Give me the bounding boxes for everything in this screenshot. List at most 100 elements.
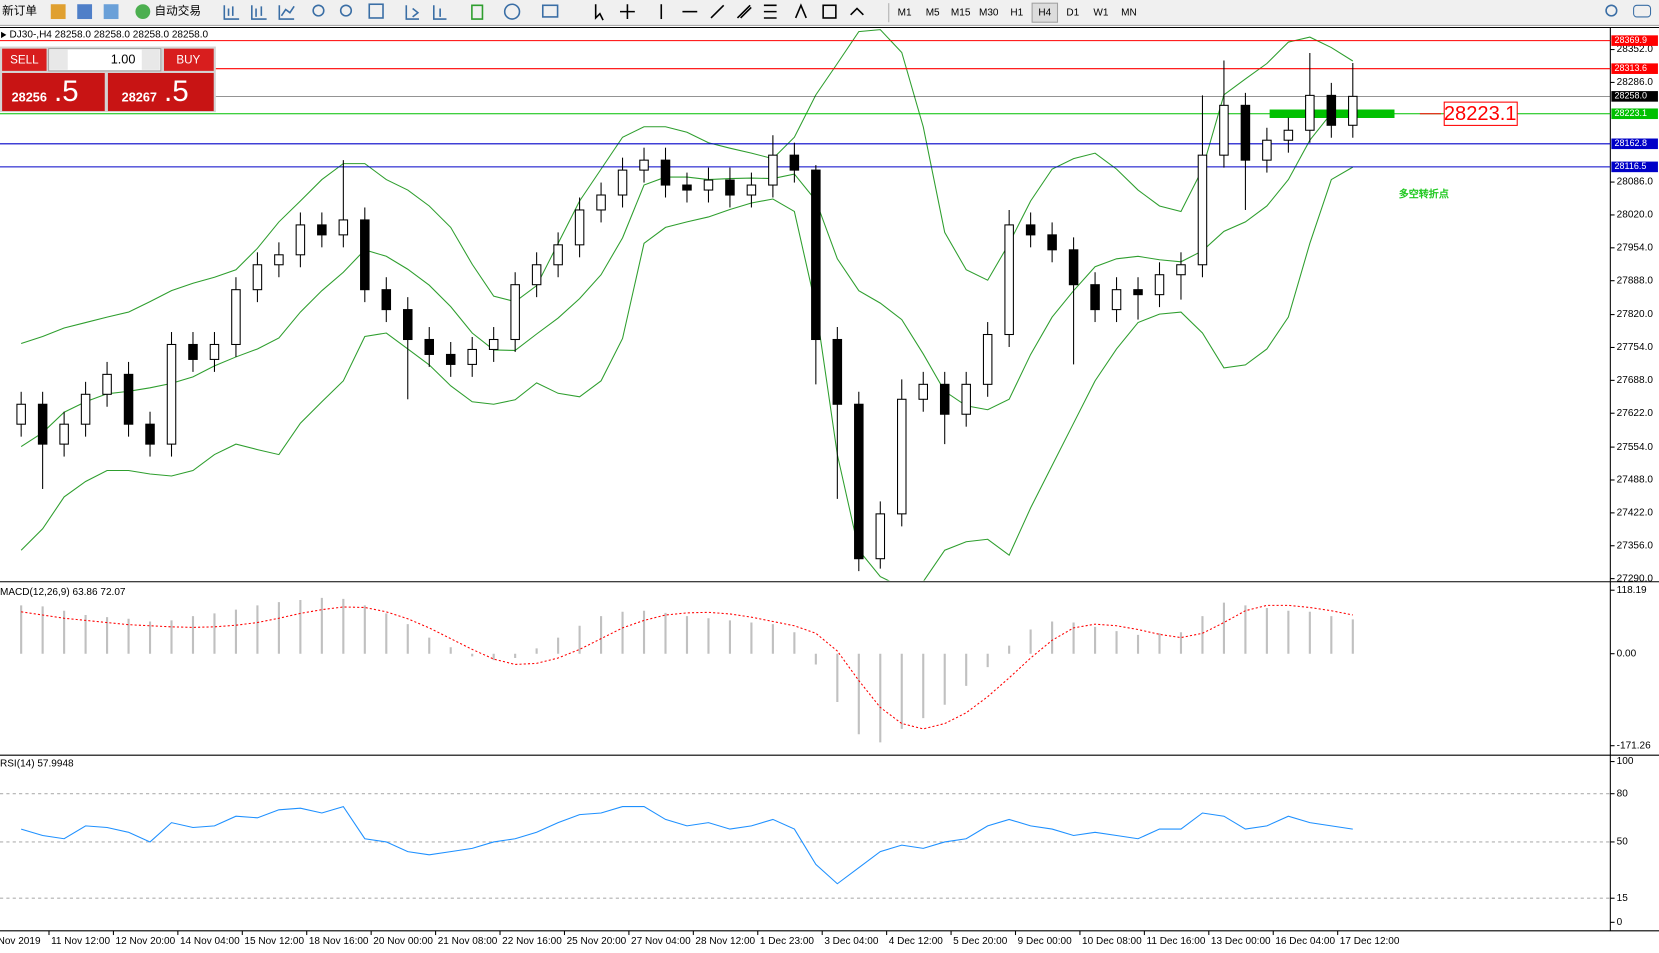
candle-body xyxy=(1240,104,1251,161)
candle-body xyxy=(381,289,392,311)
toolbar-icon[interactable] xyxy=(50,4,66,20)
x-tick-label: 1 Dec 23:00 xyxy=(760,936,815,947)
candle-body xyxy=(209,343,220,360)
sell-price-tail[interactable]: .5 xyxy=(54,75,79,108)
timeframe-button[interactable]: D1 xyxy=(1066,7,1079,18)
shift[interactable] xyxy=(433,5,447,20)
chart-title: DJ30-,H4 28258.0 28258.0 28258.0 28258.0 xyxy=(10,30,209,41)
candle-body xyxy=(1047,234,1057,251)
buy-label[interactable]: BUY xyxy=(176,53,200,66)
candle-body xyxy=(1154,274,1165,296)
price-level-label: 28116.5 xyxy=(1615,161,1647,171)
sell-button[interactable] xyxy=(2,48,47,71)
y-tick-label: 80 xyxy=(1617,788,1629,799)
x-tick-label: 9 Dec 00:00 xyxy=(1018,936,1073,947)
buy-price[interactable]: 28267 xyxy=(122,91,157,105)
cursor-tool[interactable] xyxy=(594,4,604,21)
sell-price-box[interactable] xyxy=(2,72,105,112)
trendline-tool[interactable] xyxy=(710,4,725,19)
sell-price[interactable]: 28256 xyxy=(12,91,47,105)
buy-price-tail[interactable]: .5 xyxy=(164,75,189,108)
candle-body xyxy=(37,403,48,445)
candle-body xyxy=(918,383,929,400)
candle-body xyxy=(360,219,370,291)
volume-up[interactable] xyxy=(141,49,160,70)
candle-body xyxy=(1197,154,1208,266)
candle-body xyxy=(274,254,284,266)
candle-body xyxy=(102,373,112,395)
timeframe-button[interactable]: W1 xyxy=(1093,7,1108,18)
new-order-button[interactable]: 新订单 xyxy=(2,4,37,18)
buy-price-box[interactable] xyxy=(107,72,214,112)
auto-trading-icon[interactable] xyxy=(135,4,151,20)
line-tool[interactable] xyxy=(278,5,295,20)
search-icon[interactable] xyxy=(1605,4,1618,17)
zoom-in[interactable] xyxy=(312,4,325,17)
candle-body xyxy=(424,338,435,355)
candle-body xyxy=(574,209,585,246)
templates[interactable] xyxy=(541,4,559,18)
candle-body xyxy=(166,343,177,445)
candle-body xyxy=(1111,289,1122,311)
chart-menu-icon[interactable] xyxy=(1,31,7,39)
price-level-tag xyxy=(1611,161,1658,173)
candle-body xyxy=(639,159,649,171)
candle-body xyxy=(403,309,413,341)
timeframe-button[interactable]: M30 xyxy=(979,7,999,18)
chat-icon[interactable] xyxy=(1633,4,1652,18)
candle-body xyxy=(660,159,671,186)
indicators[interactable] xyxy=(471,4,484,20)
autoscroll[interactable] xyxy=(405,5,420,20)
auto-trading-button[interactable]: 自动交易 xyxy=(154,4,201,18)
fibo-tool[interactable] xyxy=(763,4,777,19)
candle-body xyxy=(1305,94,1315,131)
candle-body xyxy=(531,264,542,286)
candle-body xyxy=(445,353,456,365)
sell-label[interactable]: SELL xyxy=(10,53,39,66)
candle-body xyxy=(1068,249,1079,286)
y-tick-label: 50 xyxy=(1617,837,1629,848)
candle-body xyxy=(725,179,735,196)
candle-body xyxy=(80,393,91,425)
y-tick-label: 28020.0 xyxy=(1617,210,1654,221)
channel-tool[interactable] xyxy=(736,4,752,19)
timeframe-button[interactable]: M1 xyxy=(898,7,912,18)
tile-tool[interactable] xyxy=(368,3,384,19)
volume-input[interactable] xyxy=(48,48,162,72)
candle-body xyxy=(553,244,563,266)
zoom-out[interactable] xyxy=(339,4,353,17)
toolbar-icon[interactable] xyxy=(103,4,119,20)
buy-button[interactable] xyxy=(163,48,214,71)
price-level-tag xyxy=(1611,108,1658,120)
price-level-tag xyxy=(1611,63,1658,74)
crosshair-tool[interactable] xyxy=(620,4,635,20)
y-tick-label: 28352.0 xyxy=(1617,44,1654,55)
timeframe-button[interactable]: M5 xyxy=(926,7,940,18)
candle-body xyxy=(252,264,263,291)
text-tool[interactable] xyxy=(794,3,807,19)
candle-body xyxy=(682,184,692,191)
candle-body xyxy=(596,194,606,211)
candle-body xyxy=(617,169,628,196)
timeframe-button[interactable]: MN xyxy=(1121,7,1137,18)
timeframe-button[interactable]: H1 xyxy=(1010,7,1023,18)
x-tick-label: Nov 2019 xyxy=(0,936,41,947)
timeframe-button[interactable]: H4 xyxy=(1038,7,1051,18)
y-tick-label: 27422.0 xyxy=(1617,508,1654,519)
x-tick-label: 15 Nov 12:00 xyxy=(244,936,304,947)
volume-value[interactable]: 1.00 xyxy=(111,53,136,67)
x-tick-label: 17 Dec 12:00 xyxy=(1340,936,1400,947)
periods[interactable] xyxy=(503,3,521,20)
label-tool[interactable] xyxy=(822,4,837,19)
candle-body xyxy=(123,373,134,425)
bar-chart-tool[interactable] xyxy=(223,5,240,20)
toolbar-icon[interactable] xyxy=(77,4,93,20)
volume-down[interactable] xyxy=(49,49,68,70)
x-tick-label: 18 Nov 16:00 xyxy=(309,936,369,947)
timeframe-button[interactable]: M15 xyxy=(951,7,971,18)
annotation: 多空转折点 xyxy=(1399,187,1449,200)
arrows-tool[interactable] xyxy=(850,7,864,16)
price-annotation: 28223.1 xyxy=(1444,103,1517,125)
candle-tool[interactable] xyxy=(251,5,267,20)
